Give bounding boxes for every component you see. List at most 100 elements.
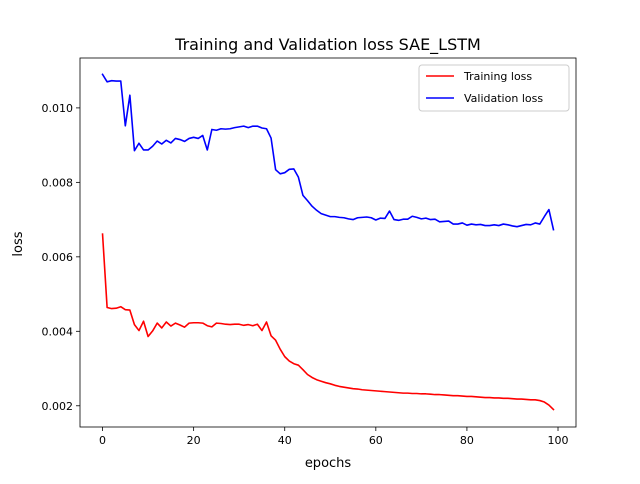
data-point bbox=[165, 139, 167, 141]
data-point bbox=[238, 126, 240, 128]
data-point bbox=[129, 309, 131, 311]
data-point bbox=[375, 390, 377, 392]
data-point bbox=[448, 220, 450, 222]
data-point bbox=[120, 80, 122, 82]
data-point bbox=[452, 395, 454, 397]
data-point bbox=[179, 324, 181, 326]
data-point bbox=[115, 80, 117, 82]
data-point bbox=[534, 222, 536, 224]
data-point bbox=[152, 145, 154, 147]
data-point bbox=[366, 216, 368, 218]
data-point bbox=[220, 323, 222, 324]
data-point bbox=[379, 390, 381, 392]
data-point bbox=[156, 140, 158, 142]
data-point bbox=[229, 324, 231, 325]
data-point bbox=[525, 399, 527, 400]
y-tick-label: 0.002 bbox=[42, 400, 74, 413]
data-point bbox=[202, 135, 204, 136]
data-point bbox=[512, 225, 513, 227]
data-point bbox=[393, 219, 395, 221]
data-point bbox=[152, 330, 154, 332]
data-point bbox=[188, 138, 190, 139]
data-point bbox=[147, 336, 149, 337]
data-point bbox=[443, 221, 445, 222]
data-point bbox=[138, 330, 140, 331]
data-point bbox=[197, 322, 199, 324]
data-point bbox=[120, 306, 122, 308]
data-point bbox=[553, 229, 554, 231]
data-point bbox=[366, 389, 368, 391]
data-point bbox=[211, 326, 213, 328]
data-point bbox=[348, 387, 349, 389]
data-point bbox=[106, 307, 108, 308]
data-point bbox=[288, 168, 290, 170]
data-point bbox=[398, 392, 399, 394]
data-point bbox=[134, 150, 135, 152]
data-point bbox=[275, 169, 277, 171]
x-tick-label: 20 bbox=[187, 434, 201, 447]
data-point bbox=[498, 397, 500, 399]
legend-label: Training loss bbox=[463, 70, 532, 83]
series-line-1 bbox=[101, 73, 555, 231]
data-point bbox=[466, 396, 468, 397]
data-point bbox=[384, 391, 386, 393]
data-point bbox=[512, 398, 513, 400]
data-point bbox=[375, 219, 377, 221]
x-axis-label: epochs bbox=[305, 456, 352, 471]
data-point bbox=[430, 219, 431, 221]
data-point bbox=[475, 396, 477, 398]
data-point bbox=[238, 323, 240, 325]
plot-frame bbox=[79, 57, 577, 428]
data-point bbox=[193, 136, 195, 138]
data-point bbox=[311, 205, 313, 207]
data-point bbox=[539, 223, 541, 225]
data-point bbox=[352, 219, 354, 221]
data-point bbox=[338, 386, 340, 387]
data-point bbox=[361, 389, 363, 391]
data-point bbox=[261, 127, 263, 129]
data-point bbox=[170, 142, 172, 144]
data-point bbox=[548, 209, 550, 210]
data-point bbox=[548, 404, 550, 406]
data-point bbox=[471, 223, 472, 225]
data-point bbox=[188, 322, 190, 324]
data-point bbox=[420, 393, 422, 395]
data-point bbox=[416, 216, 418, 218]
data-point bbox=[443, 394, 445, 396]
data-point bbox=[216, 129, 217, 131]
data-point bbox=[111, 308, 113, 309]
data-point bbox=[124, 125, 126, 127]
series-line-0 bbox=[101, 233, 555, 411]
data-point bbox=[489, 397, 491, 398]
series-layer bbox=[101, 73, 555, 411]
legend-box bbox=[418, 64, 570, 112]
x-tick-label: 40 bbox=[278, 434, 292, 447]
data-point bbox=[475, 224, 477, 226]
data-point bbox=[352, 388, 354, 390]
data-point bbox=[425, 393, 427, 395]
data-point bbox=[252, 125, 254, 127]
data-point bbox=[334, 384, 336, 386]
data-point bbox=[525, 224, 527, 225]
data-point bbox=[521, 225, 522, 226]
data-point bbox=[530, 399, 532, 401]
data-point bbox=[334, 216, 336, 218]
data-point bbox=[102, 233, 103, 235]
data-point bbox=[266, 128, 267, 130]
x-tick-label: 80 bbox=[460, 434, 474, 447]
data-point bbox=[143, 320, 144, 322]
data-point bbox=[257, 125, 258, 127]
axes-layer: 0 20 40 60 80 100 0.002 0.004 0.006 0.008 0.010 bbox=[42, 57, 577, 447]
x-tick-label: 0 bbox=[99, 434, 106, 447]
data-point bbox=[357, 388, 359, 390]
data-point bbox=[316, 379, 318, 381]
data-point bbox=[106, 81, 108, 83]
chart-title: Training and Validation loss SAE_LSTM bbox=[174, 35, 481, 55]
data-point bbox=[161, 327, 163, 329]
x-tick-label: 100 bbox=[548, 434, 569, 447]
y-tick-label: 0.004 bbox=[42, 325, 74, 338]
data-point bbox=[361, 216, 363, 218]
y-tick-label: 0.010 bbox=[42, 102, 74, 115]
